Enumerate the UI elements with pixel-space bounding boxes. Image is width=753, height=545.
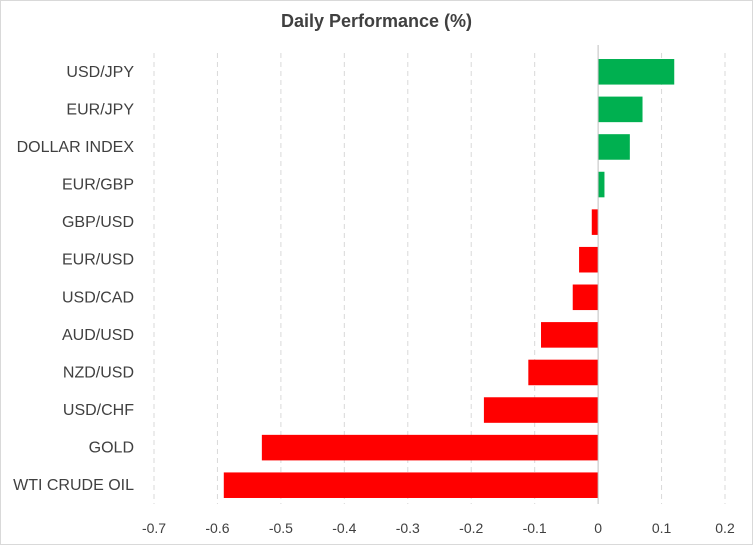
category-label: USD/CAD	[62, 289, 134, 306]
x-tick-label: 0.1	[652, 520, 672, 536]
x-tick-label: -0.3	[396, 520, 420, 536]
bar-wti-crude-oil	[223, 472, 599, 498]
x-tick-label: -0.4	[332, 520, 356, 536]
bar-gold	[261, 434, 599, 461]
grid-lines	[153, 53, 726, 504]
bar-eur-jpy	[598, 96, 643, 123]
x-tick-label: -0.7	[142, 520, 166, 536]
category-label: AUD/USD	[62, 327, 134, 344]
x-tick-label: 0.2	[715, 520, 735, 536]
bar-dollar-index	[598, 134, 630, 160]
category-label: EUR/GBP	[62, 177, 134, 194]
x-tick-label: 0	[594, 520, 602, 536]
tick-labels: -0.7 -0.6 -0.5 -0.4 -0.3 -0.2 -0.1 0 0.1 0.2	[142, 520, 735, 536]
bar-usd-cad	[572, 284, 599, 311]
bar-eur-usd	[579, 246, 599, 273]
bar-gbp-usd	[591, 209, 599, 235]
category-label: WTI CRUDE OIL	[13, 477, 134, 494]
category-label: NZD/USD	[63, 364, 134, 381]
x-tick-label: -0.5	[269, 520, 293, 536]
bar-usd-jpy	[598, 59, 675, 85]
category-label: USD/JPY	[66, 64, 134, 81]
category-label: GOLD	[89, 440, 134, 457]
x-tick-label: -0.1	[523, 520, 547, 536]
category-label: DOLLAR INDEX	[17, 139, 135, 156]
category-label: EUR/USD	[62, 252, 134, 269]
chart-title: Daily Performance (%)	[280, 11, 473, 31]
bar-eur-gbp	[598, 171, 605, 198]
bar-usd-chf	[483, 397, 599, 423]
bar-nzd-usd	[528, 359, 599, 386]
x-tick-label: -0.2	[459, 520, 483, 536]
category-label: USD/CHF	[63, 402, 134, 419]
category-labels: USD/JPY EUR/JPY DOLLAR INDEX EUR/GBP GBP/USD…	[13, 64, 134, 494]
category-label: GBP/USD	[62, 214, 134, 231]
bars	[223, 59, 675, 498]
bar-aud-usd	[541, 322, 599, 348]
category-label: EUR/JPY	[66, 101, 134, 118]
x-tick-label: -0.6	[205, 520, 229, 536]
